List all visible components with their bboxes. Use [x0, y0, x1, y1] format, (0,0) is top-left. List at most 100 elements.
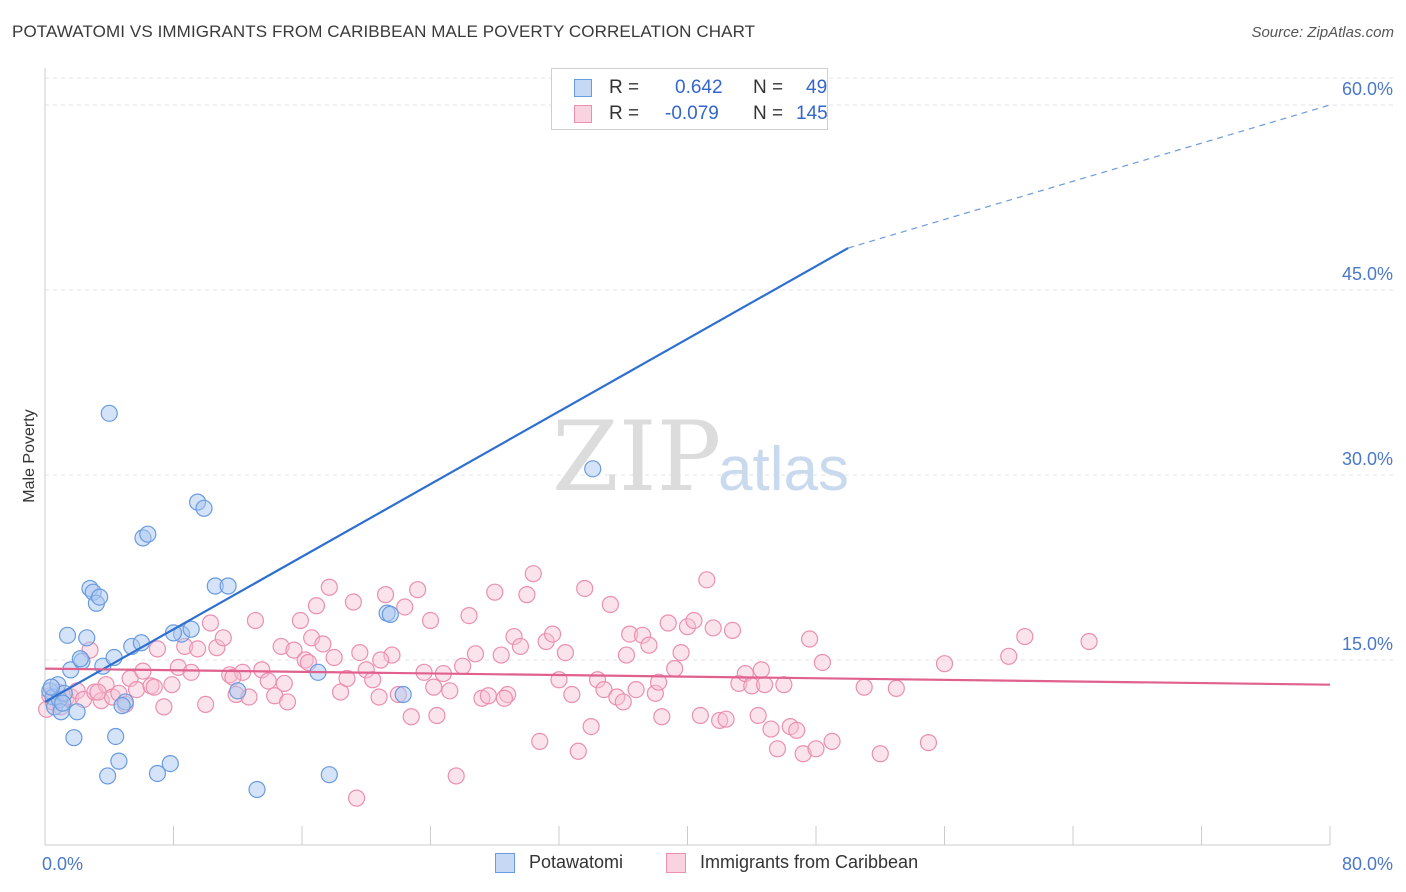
trend-lines	[44, 104, 1331, 703]
point-caribbean	[576, 579, 594, 598]
point-caribbean	[621, 625, 639, 643]
point-caribbean	[887, 679, 905, 697]
series-potawatomi-points	[41, 404, 602, 799]
point-potawatomi	[42, 678, 61, 696]
y-tick-label: 30.0%	[1342, 449, 1393, 469]
legend-label-potawatomi: Potawatomi	[529, 852, 624, 872]
point-caribbean	[685, 611, 703, 630]
point-caribbean	[320, 578, 338, 596]
point-caribbean	[460, 606, 478, 625]
point-caribbean	[617, 646, 636, 664]
point-potawatomi	[99, 767, 117, 785]
point-caribbean	[755, 676, 774, 694]
point-caribbean	[421, 611, 440, 630]
point-potawatomi	[68, 703, 86, 721]
point-caribbean	[383, 646, 401, 664]
point-caribbean	[409, 581, 427, 599]
legend-n-label: N =	[753, 103, 784, 124]
point-caribbean	[454, 657, 472, 675]
point-potawatomi	[65, 729, 83, 747]
point-caribbean	[291, 611, 309, 630]
point-caribbean	[246, 611, 265, 630]
y-tick-label: 15.0%	[1342, 634, 1393, 654]
x-tick-label-min: 0.0%	[42, 854, 83, 874]
point-potawatomi	[54, 694, 72, 712]
point-caribbean	[768, 740, 787, 758]
point-potawatomi	[229, 682, 247, 700]
point-caribbean	[749, 706, 767, 725]
point-potawatomi	[394, 685, 412, 704]
point-potawatomi	[110, 752, 128, 770]
trend-line-caribbean	[44, 667, 1331, 686]
legend-swatch-potawatomi	[574, 79, 592, 97]
point-caribbean	[1016, 627, 1034, 646]
point-caribbean	[653, 708, 671, 726]
trend-line-potawatomi	[44, 247, 849, 703]
watermark: ZIP atlas	[552, 401, 849, 513]
point-potawatomi	[320, 766, 338, 784]
grid-layer	[45, 77, 1393, 661]
point-potawatomi	[113, 697, 131, 715]
point-caribbean	[601, 595, 620, 614]
point-caribbean	[370, 688, 388, 706]
point-potawatomi	[584, 460, 602, 478]
legend-n-label: N =	[753, 77, 784, 98]
point-caribbean	[495, 689, 513, 707]
watermark-atlas: atlas	[718, 435, 849, 504]
point-caribbean	[344, 593, 362, 611]
point-caribbean	[640, 636, 658, 654]
point-caribbean	[272, 637, 290, 656]
point-caribbean	[214, 629, 232, 647]
point-potawatomi	[91, 588, 109, 606]
series-immigrants-points	[38, 565, 1098, 807]
point-caribbean	[127, 680, 146, 699]
point-caribbean	[762, 720, 780, 738]
point-caribbean	[492, 646, 510, 664]
point-caribbean	[428, 706, 446, 725]
point-caribbean	[314, 635, 332, 653]
point-caribbean	[201, 614, 220, 632]
legend-swatch-potawatomi	[495, 853, 515, 873]
legend-r-label: R =	[609, 103, 640, 124]
point-caribbean	[155, 698, 173, 716]
point-caribbean	[666, 660, 684, 678]
point-caribbean	[145, 678, 163, 696]
legend-r-value: -0.079	[665, 103, 719, 124]
y-axis-title: Male Poverty	[21, 409, 38, 502]
point-caribbean	[348, 789, 366, 807]
point-caribbean	[338, 669, 356, 688]
point-caribbean	[531, 732, 549, 751]
correlation-legend: R = 0.642 N = 49 R = -0.079 N = 145	[551, 68, 828, 130]
point-caribbean	[919, 734, 938, 752]
point-caribbean	[614, 693, 632, 711]
point-caribbean	[556, 643, 575, 662]
point-caribbean	[563, 685, 581, 704]
point-caribbean	[425, 678, 443, 696]
point-caribbean	[325, 648, 343, 667]
source-label: Source: ZipAtlas.com	[1251, 24, 1394, 41]
point-potawatomi	[248, 780, 266, 799]
point-caribbean	[807, 740, 825, 758]
point-caribbean	[672, 643, 690, 662]
point-caribbean	[148, 640, 167, 658]
point-caribbean	[627, 680, 645, 699]
point-caribbean	[208, 639, 226, 657]
point-caribbean	[441, 682, 459, 700]
point-caribbean	[479, 687, 497, 705]
point-caribbean	[511, 637, 530, 656]
point-caribbean	[788, 721, 806, 739]
point-potawatomi	[148, 764, 167, 783]
point-caribbean	[649, 673, 668, 691]
legend-r-value: 0.642	[675, 77, 723, 98]
point-caribbean	[396, 598, 414, 616]
point-caribbean	[691, 706, 709, 725]
point-potawatomi	[71, 650, 89, 668]
point-caribbean	[543, 625, 562, 643]
point-caribbean	[646, 684, 664, 702]
point-potawatomi	[381, 605, 399, 623]
point-caribbean	[633, 626, 652, 644]
point-caribbean	[794, 745, 812, 763]
point-caribbean	[259, 672, 277, 690]
point-caribbean	[197, 695, 215, 714]
